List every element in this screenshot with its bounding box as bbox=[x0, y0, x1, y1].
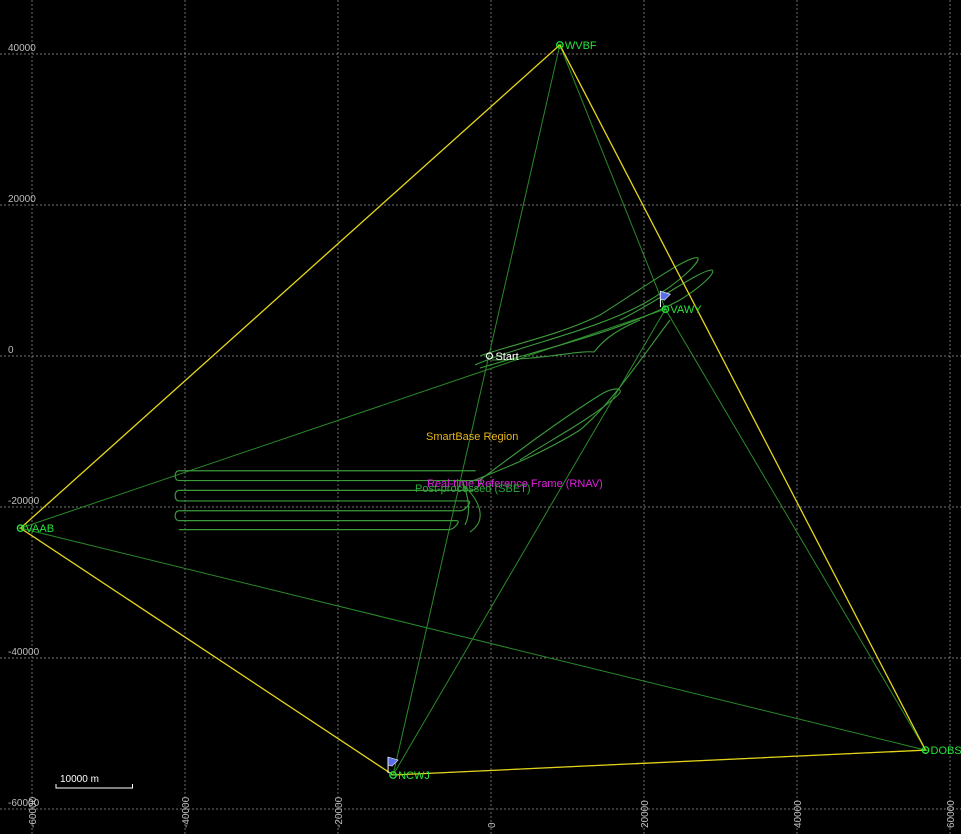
baseline-line bbox=[664, 308, 926, 751]
axis-tick-labels: -60000 -40000 -20000 0 20000 40000 60000 40000 2… bbox=[8, 43, 957, 828]
station-wvbf[interactable]: WVBF bbox=[555, 40, 597, 52]
start-marker[interactable]: Start bbox=[485, 351, 519, 363]
station-dobs[interactable]: DOBS bbox=[921, 745, 961, 757]
station-label: DOBS bbox=[931, 745, 961, 757]
flight-turn bbox=[174, 510, 180, 522]
region-labels: SmartBase Region Real-time Reference Fra… bbox=[415, 431, 603, 495]
scale-bar-label: 10000 m bbox=[60, 774, 99, 785]
y-tick-label: 40000 bbox=[8, 43, 36, 54]
station-label: VAWY bbox=[670, 304, 702, 316]
smartbase-region-label: SmartBase Region bbox=[426, 431, 518, 443]
y-tick-label: -60000 bbox=[8, 798, 40, 809]
x-tick-label: -20000 bbox=[334, 796, 345, 828]
x-tick-label: -40000 bbox=[181, 796, 192, 828]
sbet-label: Post-processed (SBET) bbox=[415, 483, 531, 495]
station-label: WVBF bbox=[565, 40, 597, 52]
flight-turn bbox=[448, 519, 459, 531]
start-point-icon[interactable] bbox=[485, 352, 494, 360]
flag-icon bbox=[387, 756, 399, 774]
baseline-line bbox=[392, 44, 561, 776]
transit-track bbox=[479, 388, 621, 481]
scale-bar: 10000 m bbox=[55, 774, 133, 789]
scale-bar-line bbox=[55, 784, 133, 789]
station-marker-icon[interactable] bbox=[921, 746, 930, 754]
start-label: Start bbox=[495, 351, 518, 363]
station-label: VAAB bbox=[26, 523, 55, 535]
rnav-label: Real-time Reference Frame (RNAV) bbox=[427, 478, 603, 490]
flight-turn bbox=[174, 489, 180, 502]
station-marker-icon[interactable] bbox=[389, 771, 397, 779]
station-label: NCWJ bbox=[398, 770, 430, 782]
x-tick-label: 20000 bbox=[640, 800, 651, 828]
station-ncwj[interactable]: NCWJ bbox=[387, 756, 430, 782]
stations: WVBF VAWY VAAB NCWJ DOBS bbox=[16, 40, 961, 782]
station-marker-icon[interactable] bbox=[555, 41, 564, 49]
transit-track bbox=[474, 257, 699, 366]
baseline-line bbox=[20, 527, 926, 751]
station-vawy[interactable]: VAWY bbox=[659, 290, 702, 316]
x-tick-label: 60000 bbox=[946, 800, 957, 828]
transit-track bbox=[469, 319, 671, 483]
flight-turn bbox=[174, 470, 180, 482]
transit-track bbox=[461, 483, 481, 533]
y-tick-label: -20000 bbox=[8, 496, 40, 507]
transit-track bbox=[479, 269, 714, 369]
y-tick-label: -40000 bbox=[8, 647, 40, 658]
station-vaab[interactable]: VAAB bbox=[16, 523, 55, 535]
transit-track bbox=[491, 319, 641, 361]
x-tick-label: 0 bbox=[487, 822, 498, 828]
x-tick-label: -60000 bbox=[28, 796, 39, 828]
station-marker-icon[interactable] bbox=[661, 305, 670, 314]
station-marker-icon[interactable] bbox=[16, 524, 25, 532]
y-tick-label: 0 bbox=[8, 345, 14, 356]
y-tick-label: 20000 bbox=[8, 194, 36, 205]
trajectory-lines bbox=[174, 257, 714, 533]
baseline-line bbox=[559, 44, 666, 310]
flag-icon bbox=[659, 290, 671, 308]
flight-turn bbox=[471, 479, 482, 491]
x-tick-label: 40000 bbox=[793, 800, 804, 828]
